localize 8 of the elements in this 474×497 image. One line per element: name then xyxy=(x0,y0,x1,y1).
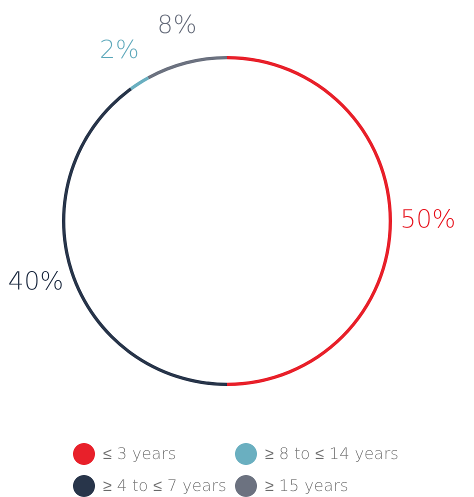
data-label: 50% xyxy=(400,204,456,234)
legend-label: ≥ 4 to ≤ 7 years xyxy=(103,476,226,496)
legend-label: ≥ 8 to ≤ 14 years xyxy=(265,444,399,464)
legend-label: ≤ 3 years xyxy=(103,444,176,464)
data-label: 2% xyxy=(99,34,140,64)
data-label: 8% xyxy=(157,10,197,39)
legend-label: ≥ 15 years xyxy=(265,476,348,496)
data-label: 40% xyxy=(8,266,64,296)
